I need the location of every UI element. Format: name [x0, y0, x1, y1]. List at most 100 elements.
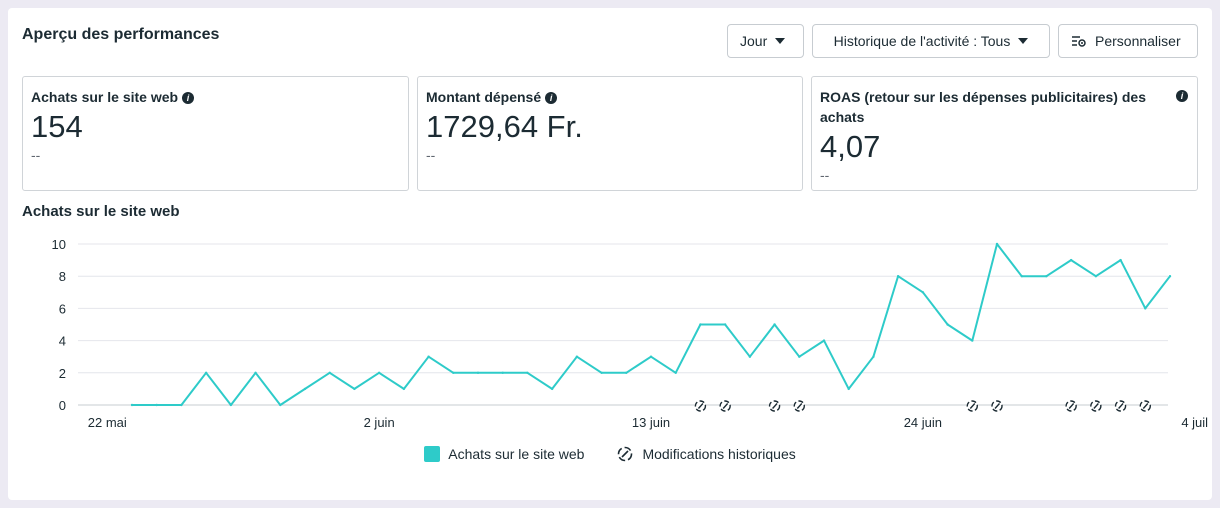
metric-value: 4,07	[820, 129, 881, 164]
legend-item-history[interactable]: Modifications historiques	[616, 445, 796, 463]
legend-history-label: Modifications historiques	[642, 446, 796, 462]
data-point	[204, 371, 208, 374]
x-tick-label: 22 mai	[88, 415, 127, 430]
data-point	[130, 403, 134, 407]
data-point	[328, 371, 331, 374]
y-tick-label: 8	[59, 269, 66, 284]
legend-item-series[interactable]: Achats sur le site web	[424, 445, 584, 463]
data-point	[575, 355, 579, 358]
legend-swatch	[424, 446, 441, 462]
data-point	[971, 339, 974, 342]
y-tick-label: 6	[59, 301, 66, 316]
history-change-icon	[694, 400, 707, 412]
y-tick-label: 10	[52, 237, 66, 252]
data-point	[723, 323, 727, 326]
history-change-icon	[1065, 400, 1077, 412]
metric-label-row: Achats sur le site web i	[31, 87, 400, 107]
data-point	[550, 387, 554, 391]
metric-delta: --	[820, 167, 830, 183]
data-point	[995, 242, 999, 246]
data-point	[427, 355, 430, 358]
data-point	[254, 371, 257, 374]
data-point	[501, 371, 504, 374]
data-point	[353, 387, 356, 391]
data-point	[1069, 258, 1073, 262]
metric-label: Montant dépensé	[426, 89, 542, 105]
data-point	[649, 355, 653, 358]
data-point	[748, 355, 752, 358]
metric-label: Achats sur le site web	[31, 89, 179, 105]
line-chart[interactable]: 0 2 4 6 8 10 22 mai 2 juin 13 juin 24 juin 4 juil	[8, 230, 1212, 460]
data-point	[476, 371, 480, 374]
history-change-icon	[793, 400, 805, 412]
activity-history-label: Historique de l'activité : Tous	[833, 33, 1011, 49]
customize-label: Personnaliser	[1095, 33, 1181, 49]
legend-series-label: Achats sur le site web	[448, 446, 585, 462]
data-point	[872, 355, 875, 358]
chart-legend: Achats sur le site web Modifications his…	[8, 445, 1212, 463]
data-point	[822, 339, 826, 342]
metric-value: 1729,64 Fr.	[426, 109, 583, 144]
metric-card-purchases[interactable]: Achats sur le site web i 154 --	[22, 76, 409, 191]
history-change-icon	[991, 400, 1003, 412]
x-tick-label: 2 juin	[364, 415, 395, 430]
history-change-icon	[966, 400, 978, 412]
data-point	[279, 403, 282, 407]
data-point	[402, 387, 406, 391]
data-point	[699, 323, 702, 326]
history-change-icon	[719, 400, 731, 412]
data-point	[180, 403, 183, 407]
metric-label-row: Montant dépensé i	[426, 87, 794, 107]
series-line	[132, 243, 1171, 406]
info-icon[interactable]: i	[1176, 90, 1188, 102]
metric-label: ROAS (retour sur les dépenses publicitai…	[820, 89, 1146, 125]
metric-card-roas[interactable]: ROAS (retour sur les dépenses publicitai…	[811, 76, 1198, 191]
metric-delta: --	[31, 147, 41, 163]
info-icon[interactable]: i	[182, 92, 195, 104]
data-point	[1144, 307, 1147, 310]
data-point	[1020, 275, 1023, 278]
x-tick-label: 24 juin	[904, 415, 942, 430]
customize-settings-icon	[1072, 36, 1086, 47]
data-point	[674, 371, 677, 374]
data-point	[526, 371, 529, 374]
data-point	[303, 387, 307, 391]
metric-delta: --	[426, 147, 436, 163]
info-icon[interactable]: i	[545, 92, 558, 104]
history-change-icon	[1139, 400, 1151, 412]
day-dropdown-label: Jour	[740, 33, 768, 49]
history-change-icon	[1090, 400, 1102, 412]
data-point	[377, 371, 381, 374]
activity-history-dropdown[interactable]: Historique de l'activité : Tous	[812, 24, 1050, 58]
y-tick-label: 0	[59, 398, 66, 413]
caret-down-icon	[1018, 38, 1029, 44]
chart-title: Achats sur le site web	[22, 203, 180, 220]
day-dropdown[interactable]: Jour	[727, 24, 804, 58]
data-point	[1168, 275, 1172, 278]
data-point	[1045, 275, 1048, 278]
data-point	[773, 323, 776, 326]
y-tick-label: 4	[59, 334, 66, 349]
history-change-icon	[768, 400, 781, 412]
page-title: Aperçu des performances	[22, 26, 220, 43]
data-point	[229, 403, 233, 407]
data-point	[847, 387, 850, 391]
x-tick-label: 13 juin	[632, 415, 670, 430]
caret-down-icon	[775, 38, 786, 44]
data-point	[600, 371, 603, 374]
history-change-icon	[618, 446, 633, 462]
metric-card-amount-spent[interactable]: Montant dépensé i 1729,64 Fr. --	[417, 76, 803, 191]
history-change-icon	[1114, 400, 1127, 412]
data-point	[155, 403, 158, 407]
y-tick-label: 2	[59, 366, 66, 381]
data-point	[798, 355, 801, 358]
data-point	[1094, 275, 1098, 278]
data-point	[1119, 258, 1122, 262]
data-point	[896, 275, 900, 278]
data-point	[946, 323, 949, 326]
performance-card: Aperçu des performances Jour Historique …	[8, 8, 1212, 500]
data-point	[921, 291, 925, 294]
metric-value: 154	[31, 109, 83, 144]
customize-button[interactable]: Personnaliser	[1058, 24, 1198, 58]
data-point	[625, 371, 628, 374]
